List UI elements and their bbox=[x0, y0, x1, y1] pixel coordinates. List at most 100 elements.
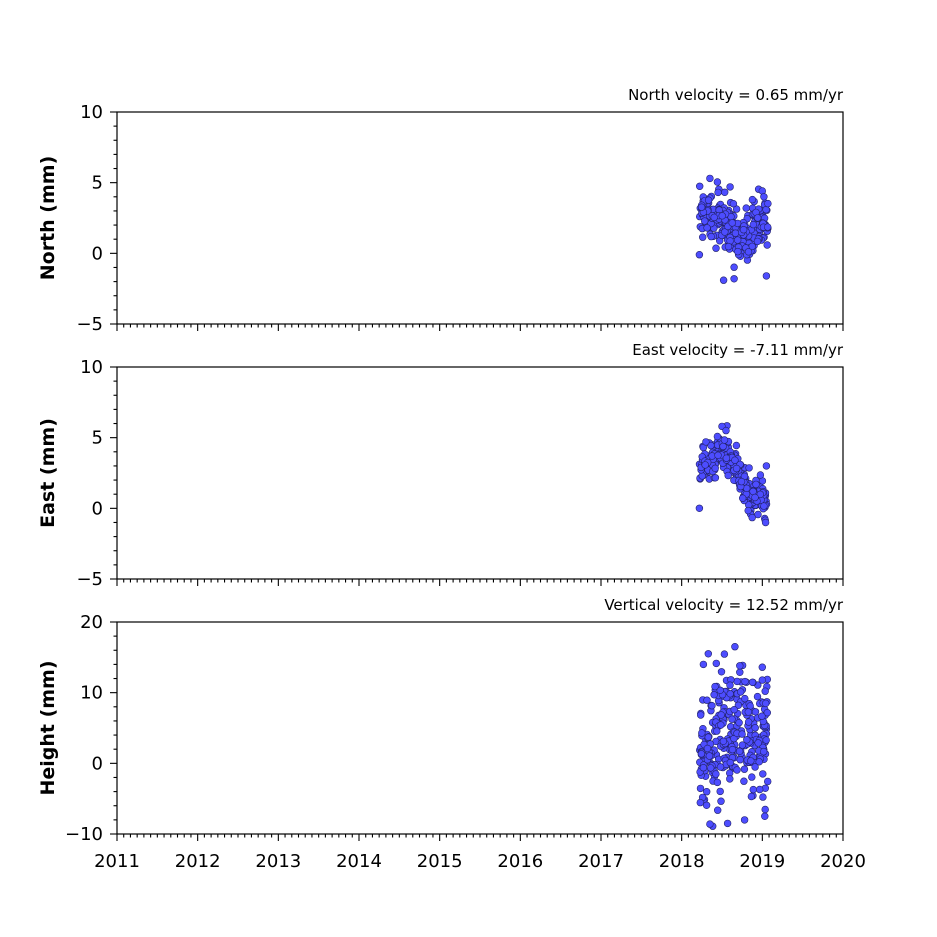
data-point bbox=[731, 229, 740, 237]
x-tick-label: 2011 bbox=[94, 851, 140, 872]
data-point bbox=[706, 174, 714, 183]
data-point bbox=[699, 660, 708, 669]
data-point bbox=[719, 737, 728, 745]
data-point bbox=[696, 784, 705, 793]
data-point bbox=[761, 812, 769, 820]
data-point bbox=[708, 701, 716, 710]
data-point bbox=[759, 747, 768, 756]
data-point bbox=[702, 787, 711, 796]
data-point bbox=[711, 682, 719, 691]
data-point bbox=[719, 442, 727, 451]
data-point bbox=[744, 708, 752, 716]
data-point bbox=[716, 686, 724, 694]
data-points bbox=[695, 174, 772, 284]
data-point bbox=[722, 454, 731, 462]
data-point bbox=[695, 182, 704, 191]
data-point bbox=[758, 676, 766, 684]
data-point bbox=[754, 739, 762, 747]
data-point bbox=[695, 251, 704, 259]
data-point bbox=[755, 758, 763, 766]
data-point bbox=[751, 708, 760, 716]
data-point bbox=[717, 721, 725, 729]
data-point bbox=[763, 241, 771, 249]
data-point bbox=[698, 729, 706, 737]
data-point bbox=[702, 438, 710, 446]
data-point bbox=[748, 513, 756, 522]
data-point bbox=[711, 474, 720, 482]
data-point bbox=[732, 464, 741, 473]
data-point bbox=[710, 213, 718, 222]
data-point bbox=[707, 441, 715, 450]
data-point bbox=[703, 696, 711, 704]
data-point bbox=[728, 219, 736, 227]
data-point bbox=[697, 750, 706, 758]
data-point bbox=[717, 668, 726, 676]
x-tick-label: 2020 bbox=[820, 851, 866, 872]
data-point bbox=[743, 736, 751, 744]
data-point bbox=[710, 691, 718, 699]
data-point bbox=[753, 692, 762, 701]
data-point bbox=[730, 705, 738, 714]
x-tick-label: 2012 bbox=[175, 851, 221, 872]
data-point bbox=[761, 805, 769, 814]
panel-3: Vertical velocity = 12.52 mm/yr Height (m… bbox=[37, 596, 866, 872]
y-tick-label: 20 bbox=[80, 612, 103, 633]
x-tick-label: 2013 bbox=[255, 851, 301, 872]
data-point bbox=[712, 659, 720, 668]
data-point bbox=[756, 471, 765, 479]
data-point bbox=[738, 741, 747, 749]
data-point bbox=[741, 694, 749, 703]
data-point bbox=[707, 232, 715, 241]
y-tick-label: −5 bbox=[76, 314, 103, 335]
data-point bbox=[738, 730, 746, 738]
data-point bbox=[759, 770, 767, 778]
data-point bbox=[701, 461, 709, 469]
data-point bbox=[731, 456, 739, 464]
y-tick-label: 10 bbox=[80, 102, 103, 123]
data-point bbox=[720, 650, 729, 658]
data-point bbox=[720, 436, 729, 444]
data-point bbox=[704, 196, 713, 204]
data-point bbox=[724, 242, 733, 251]
data-point bbox=[742, 204, 750, 212]
data-point bbox=[740, 765, 749, 773]
data-point bbox=[754, 510, 762, 519]
data-point bbox=[752, 480, 760, 489]
data-point bbox=[698, 233, 707, 241]
data-point bbox=[704, 733, 712, 741]
data-point bbox=[763, 708, 771, 717]
y-axis-label: Height (mm) bbox=[37, 660, 59, 795]
data-point bbox=[717, 797, 725, 805]
data-point bbox=[718, 212, 726, 220]
data-point bbox=[736, 668, 744, 676]
data-point bbox=[731, 642, 739, 651]
data-point bbox=[703, 744, 712, 753]
data-point bbox=[729, 200, 738, 208]
y-tick-label: 0 bbox=[92, 753, 103, 774]
x-tick-label: 2018 bbox=[659, 851, 705, 872]
data-point bbox=[722, 426, 730, 435]
data-point bbox=[726, 183, 734, 191]
data-point bbox=[741, 677, 749, 686]
data-point bbox=[739, 226, 748, 234]
data-point bbox=[763, 223, 772, 231]
data-point bbox=[721, 228, 729, 236]
data-point bbox=[736, 755, 744, 764]
y-tick-label: 0 bbox=[92, 498, 103, 519]
data-point bbox=[762, 272, 771, 280]
data-point bbox=[747, 757, 755, 765]
data-point bbox=[762, 206, 770, 214]
data-point bbox=[698, 472, 706, 480]
data-point bbox=[749, 220, 757, 229]
data-point bbox=[730, 263, 738, 271]
data-point bbox=[726, 758, 734, 767]
data-point bbox=[713, 432, 722, 441]
data-point bbox=[696, 798, 704, 807]
x-tick-label: 2015 bbox=[417, 851, 463, 872]
data-point bbox=[744, 718, 753, 726]
x-tick-label: 2014 bbox=[336, 851, 382, 872]
data-point bbox=[732, 205, 741, 213]
y-tick-label: 5 bbox=[92, 428, 103, 449]
data-point bbox=[728, 715, 736, 723]
